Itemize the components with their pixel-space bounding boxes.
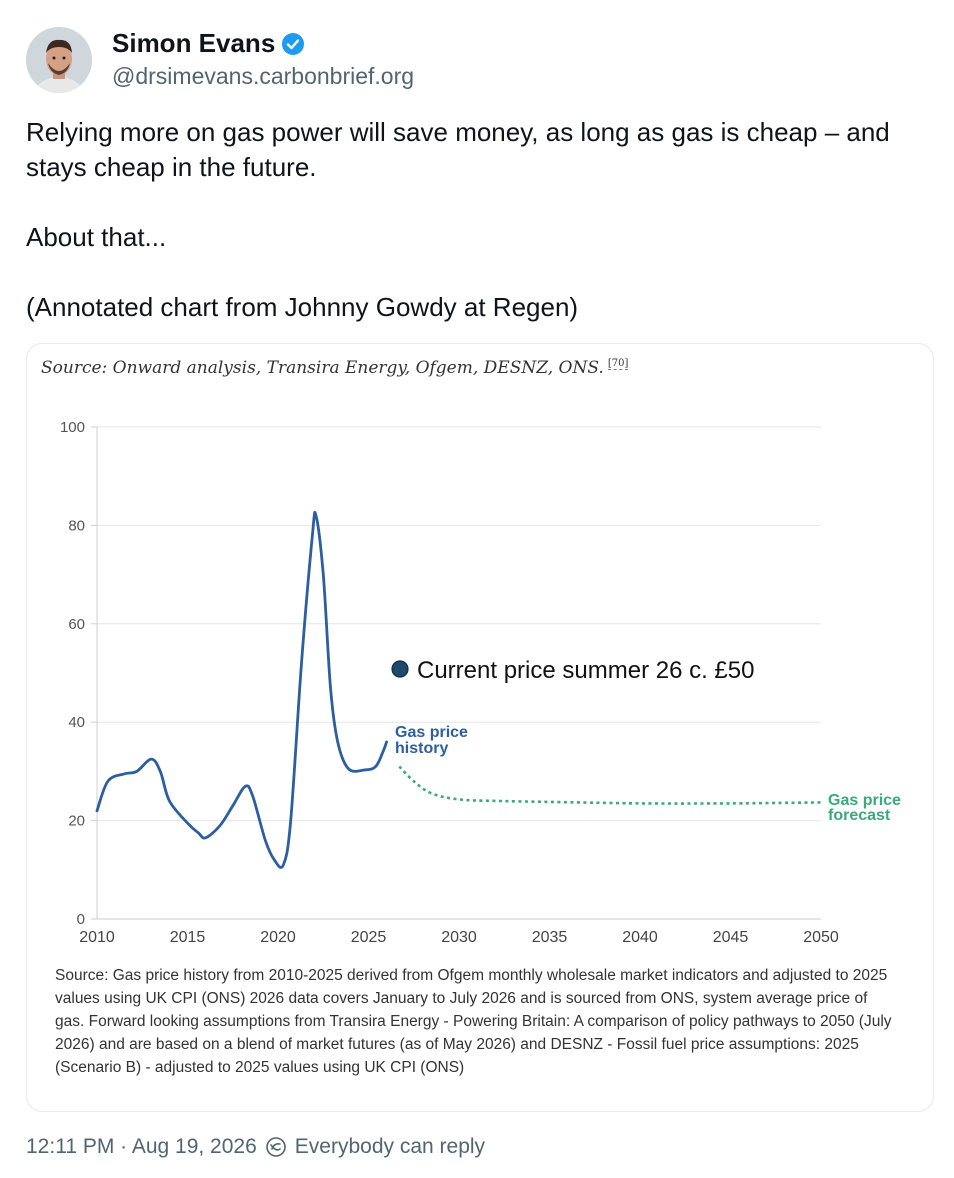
post-paragraph-3: (Annotated chart from Johnny Gowdy at Re… <box>26 292 579 322</box>
chart-caption: Source: Gas price history from 2010-2025… <box>55 967 892 1076</box>
post-paragraph-1: Relying more on gas power will save mone… <box>26 117 890 182</box>
current-price-marker-outline <box>391 660 409 678</box>
y-tick-label-0: 0 <box>77 911 85 928</box>
y-tick-label-60: 60 <box>68 616 85 633</box>
x-tick-label-2025: 2025 <box>351 929 387 946</box>
forecast-label-line-1: Gas price <box>828 792 901 809</box>
verified-badge-icon <box>281 32 305 56</box>
chart-source-text: Source: Onward analysis, Transira Energy… <box>41 358 604 378</box>
post-footer: 12:11 PM · Aug 19, 2026 Everybody can re… <box>26 1135 485 1159</box>
avatar[interactable] <box>26 27 92 93</box>
current-price-label: Current price summer 26 c. £50 <box>417 657 754 684</box>
y-tick-label-20: 20 <box>68 813 85 830</box>
avatar-image <box>26 27 92 93</box>
x-tick-label-2030: 2030 <box>441 929 477 946</box>
x-tick-label-2035: 2035 <box>532 929 568 946</box>
y-tick-label-100: 100 <box>60 419 85 436</box>
reply-setting[interactable]: Everybody can reply <box>294 1135 486 1158</box>
x-tick-label-2045: 2045 <box>713 929 749 946</box>
x-tick-label-2010: 2010 <box>79 929 115 946</box>
post-timestamp[interactable]: 12:11 PM · Aug 19, 2026 <box>26 1135 257 1158</box>
chart-grid <box>91 426 821 920</box>
x-axis-ticks: 2010 2015 2020 2025 2030 2035 2040 2045 2050 <box>79 929 839 946</box>
y-tick-label-80: 80 <box>68 517 85 534</box>
image-card[interactable]: Source: Onward analysis, Transira Energy… <box>26 343 934 1112</box>
history-label-line-2: history <box>395 740 448 757</box>
current-price-marker <box>392 661 408 677</box>
author-handle[interactable]: @drsimevans.carbonbrief.org <box>112 63 415 89</box>
reply-permission-icon <box>265 1136 287 1158</box>
author-name[interactable]: Simon Evans <box>112 28 276 58</box>
post-paragraph-2: About that... <box>26 222 167 252</box>
footnote-ref: [70] <box>607 358 629 371</box>
series-line-forecast <box>398 765 822 805</box>
post-text: Relying more on gas power will save mone… <box>26 115 926 325</box>
author-name-row: Simon Evans <box>112 28 305 59</box>
chart-source-top: Source: Onward analysis, Transira Energy… <box>41 358 629 378</box>
y-tick-label-40: 40 <box>68 714 85 731</box>
y-axis-ticks: 0 20 40 60 80 100 <box>60 419 85 928</box>
x-tick-label-2020: 2020 <box>260 929 296 946</box>
chart-lines <box>95 511 822 869</box>
series-line-history <box>95 511 388 869</box>
x-tick-label-2015: 2015 <box>170 929 206 946</box>
forecast-label-line-2: forecast <box>828 807 891 824</box>
history-label-line-1: Gas price <box>395 724 468 741</box>
x-tick-label-2050: 2050 <box>803 929 839 946</box>
x-tick-label-2040: 2040 <box>622 929 658 946</box>
